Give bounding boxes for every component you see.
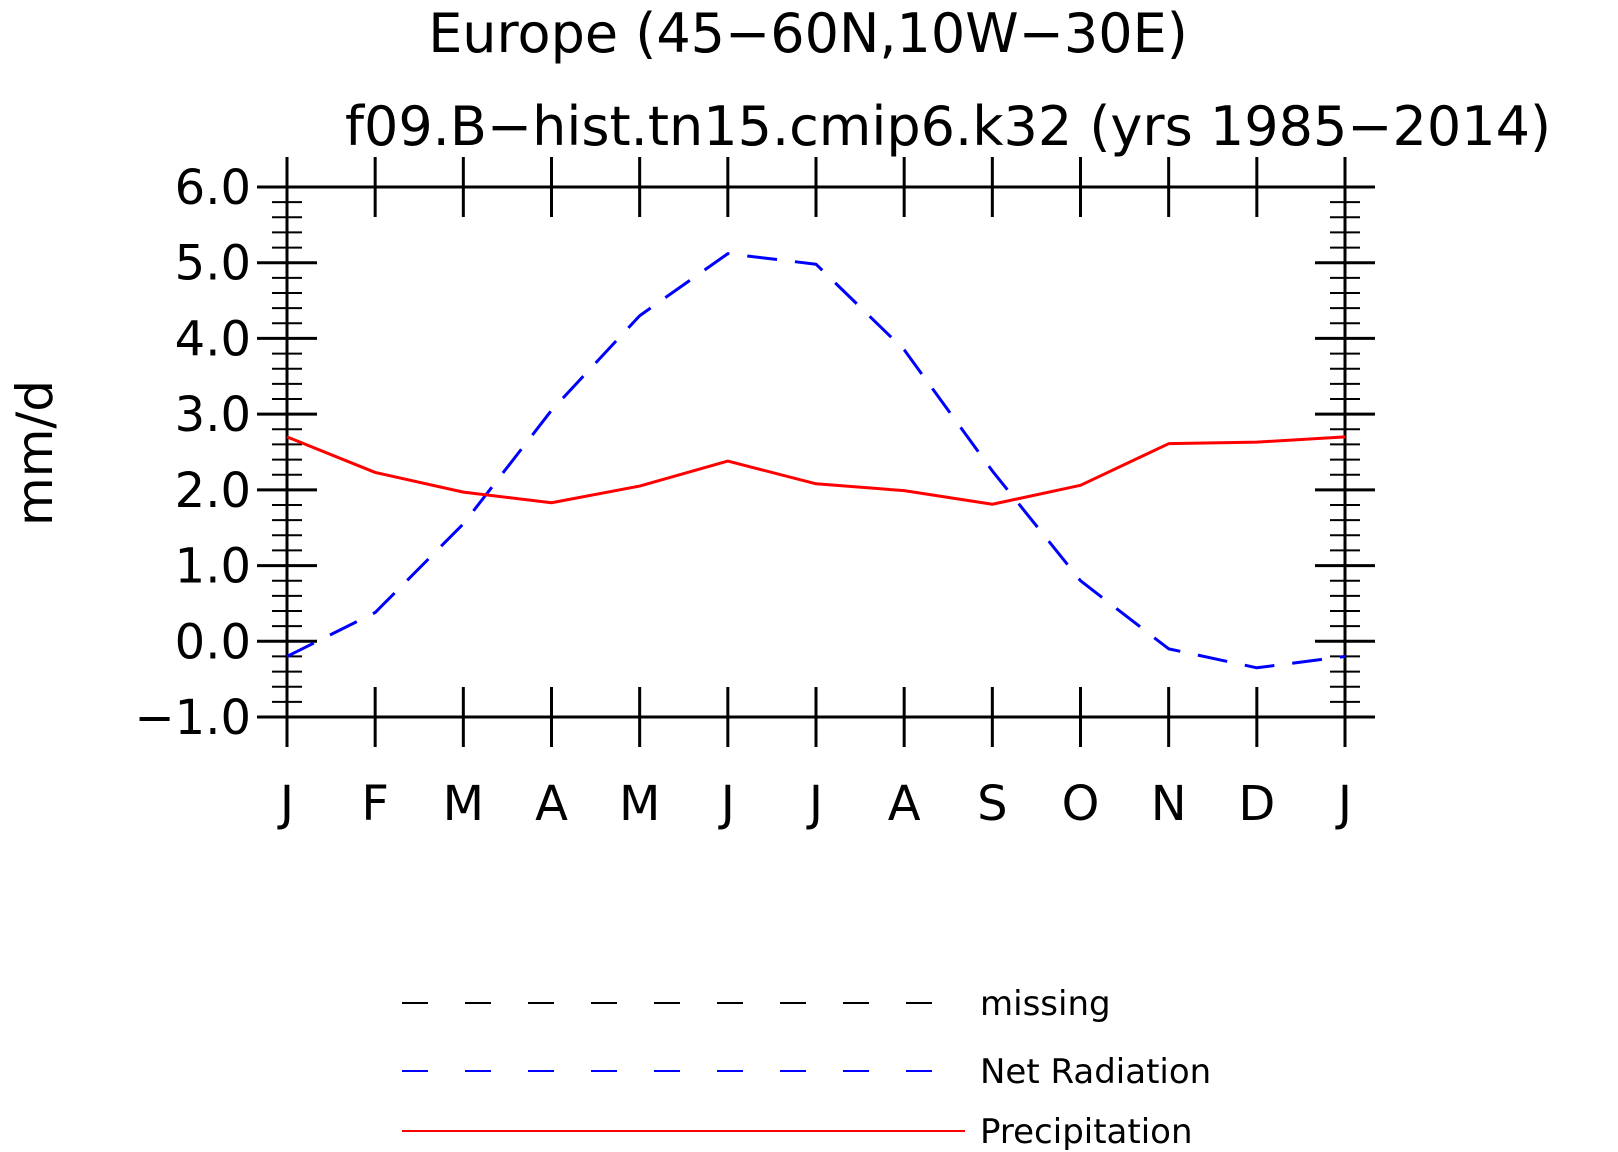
legend-label: missing: [980, 984, 1111, 1024]
y-tick-label: 0.0: [175, 614, 251, 670]
x-tick-label: F: [361, 776, 389, 832]
plot-frame: [285, 185, 1347, 719]
x-tick-label: J: [806, 776, 823, 832]
y-tick-label: 4.0: [175, 311, 251, 367]
y-axis-label: mm/d: [6, 380, 64, 526]
chart-title: Europe (45−60N,10W−30E): [428, 2, 1188, 65]
x-tick-label: A: [535, 776, 568, 832]
y-tick-label: 2.0: [175, 463, 251, 519]
x-tick-label: A: [888, 776, 921, 832]
x-tick-label: J: [1335, 776, 1352, 832]
y-tick-label: 6.0: [175, 160, 251, 216]
x-tick-label: D: [1238, 776, 1275, 832]
series-line-precipitation: [286, 435, 1346, 506]
y-tick-label: 3.0: [175, 387, 251, 443]
x-tick-label: O: [1062, 776, 1100, 832]
chart-subtitle: f09.B−hist.tn15.cmip6.k32 (yrs 1985−2014…: [345, 95, 1551, 158]
legend-label: Precipitation: [980, 1112, 1193, 1152]
legend-label: Net Radiation: [980, 1052, 1211, 1092]
y-tick-label: 5.0: [175, 236, 251, 292]
x-tick-label: J: [277, 776, 294, 832]
x-tick-label: J: [718, 776, 735, 832]
x-tick-label: N: [1151, 776, 1187, 832]
x-tick-label: M: [443, 776, 484, 832]
x-tick-label: S: [977, 776, 1007, 832]
x-tick-label: M: [619, 776, 660, 832]
plot-layer: −1.00.01.02.03.04.05.06.0J F M A M J J A S O N D J: [134, 157, 1375, 832]
series-line-net-radiation: [286, 252, 1346, 670]
y-tick-label: 1.0: [175, 539, 251, 595]
legend: missing Net Radiation Precipitation: [402, 984, 1211, 1152]
y-tick-label: −1.0: [134, 690, 251, 746]
